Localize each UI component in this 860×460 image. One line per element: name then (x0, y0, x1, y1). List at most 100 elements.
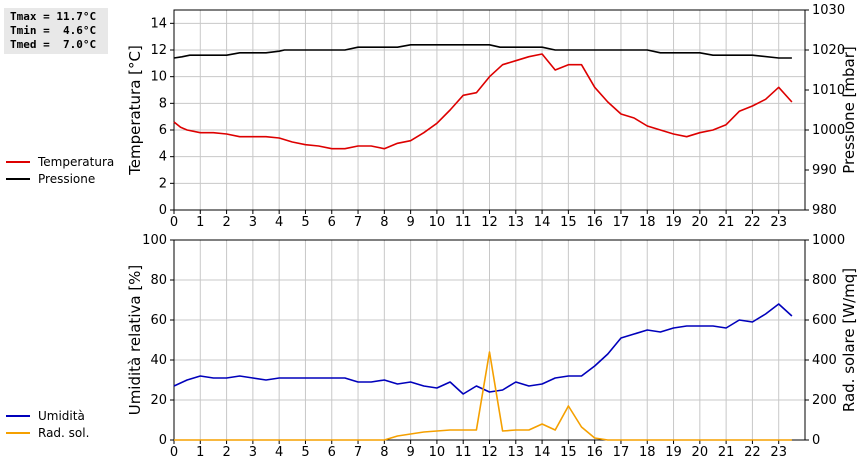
top-ytick-label-right: 1020 (812, 43, 845, 58)
top-ytick-label-right: 990 (812, 163, 837, 178)
top-xtick-label: 0 (170, 215, 178, 230)
bottom-xtick-label: 10 (429, 445, 446, 460)
top-ytick-label-left: 0 (159, 203, 167, 218)
top-xtick-label: 11 (455, 215, 472, 230)
top-xtick-label: 8 (380, 215, 388, 230)
top-ytick-label-right: 1000 (812, 123, 845, 138)
bottom-xtick-label: 0 (170, 445, 178, 460)
legend-swatch-radiazione (6, 431, 30, 434)
top-ytick-label-left: 12 (150, 43, 167, 58)
legend-label-temperatura: Temperatura (38, 154, 115, 169)
bottom-xtick-label: 8 (380, 445, 388, 460)
bottom-ytick-label-right: 1000 (812, 233, 845, 248)
top-xtick-label: 5 (301, 215, 309, 230)
stat-tmin: Tmin = 4.6°C (10, 24, 97, 37)
bottom-ytick-label-left: 80 (150, 273, 167, 288)
legend-swatch-pressione (6, 177, 30, 180)
bottom-xtick-label: 22 (744, 445, 761, 460)
bottom-xtick-label: 15 (560, 445, 577, 460)
legend-label-radiazione: Rad. sol. (38, 425, 90, 440)
top-xtick-label: 23 (770, 215, 787, 230)
top-xtick-label: 22 (744, 215, 761, 230)
bottom-plot-frame (173, 239, 806, 441)
top-ytick-label-right: 1010 (812, 83, 845, 98)
bottom-xtick-label: 2 (222, 445, 230, 460)
top-xtick-label: 15 (560, 215, 577, 230)
top-chart-legend: Temperatura Pressione (6, 153, 114, 187)
legend-swatch-temperatura (6, 160, 30, 163)
bottom-xtick-label: 23 (770, 445, 787, 460)
bottom-xtick-label: 7 (354, 445, 362, 460)
top-xtick-label: 6 (328, 215, 336, 230)
bottom-ytick-label-right: 400 (812, 353, 837, 368)
bottom-xtick-label: 20 (692, 445, 709, 460)
bottom-ylabel-right: Rad. solare [W/mq] (840, 268, 858, 412)
bottom-ytick-label-left: 100 (142, 233, 167, 248)
bottom-xtick-label: 18 (639, 445, 656, 460)
top-ylabel-right: Pressione [mbar] (840, 46, 858, 174)
top-xtick-label: 20 (692, 215, 709, 230)
bottom-xtick-label: 13 (508, 445, 525, 460)
top-ytick-label-right: 1030 (812, 3, 845, 18)
top-xtick-label: 21 (718, 215, 735, 230)
bottom-ytick-label-right: 600 (812, 313, 837, 328)
bottom-xtick-label: 6 (328, 445, 336, 460)
bottom-ytick-label-right: 200 (812, 393, 837, 408)
top-xtick-label: 7 (354, 215, 362, 230)
legend-item-radiazione: Rad. sol. (6, 424, 89, 441)
bottom-ytick-label-right: 0 (812, 433, 820, 448)
top-xtick-label: 2 (222, 215, 230, 230)
top-ytick-label-left: 2 (159, 176, 167, 191)
bottom-ytick-label-left: 0 (159, 433, 167, 448)
stat-tmax: Tmax = 11.7°C (10, 10, 97, 23)
top-xtick-label: 19 (665, 215, 682, 230)
legend-item-temperatura: Temperatura (6, 153, 114, 170)
bottom-ytick-label-left: 20 (150, 393, 167, 408)
top-xtick-label: 4 (275, 215, 283, 230)
legend-label-umidita: Umidità (38, 408, 85, 423)
bottom-xtick-label: 9 (406, 445, 414, 460)
bottom-ytick-label-left: 40 (150, 353, 167, 368)
legend-item-umidita: Umidità (6, 407, 89, 424)
legend-label-pressione: Pressione (38, 171, 96, 186)
top-ytick-label-left: 6 (159, 123, 167, 138)
bottom-ytick-label-left: 60 (150, 313, 167, 328)
top-xtick-label: 12 (481, 215, 498, 230)
top-ytick-label-left: 10 (150, 70, 167, 85)
temperature-stats-box: Tmax = 11.7°C Tmin = 4.6°C Tmed = 7.0°C (4, 8, 108, 54)
top-xtick-label: 13 (508, 215, 525, 230)
bottom-xtick-label: 1 (196, 445, 204, 460)
bottom-xtick-label: 21 (718, 445, 735, 460)
bottom-xtick-label: 19 (665, 445, 682, 460)
bottom-xtick-label: 14 (534, 445, 551, 460)
bottom-xtick-label: 12 (481, 445, 498, 460)
top-xtick-label: 16 (586, 215, 603, 230)
top-plot-frame (173, 9, 806, 211)
top-xtick-label: 10 (429, 215, 446, 230)
top-ytick-label-right: 980 (812, 203, 837, 218)
top-ytick-label-left: 14 (150, 16, 167, 31)
series-line-pressione (173, 43, 792, 59)
top-ytick-label-left: 8 (159, 96, 167, 111)
series-line-temperatura (173, 53, 793, 150)
bottom-xtick-label: 5 (301, 445, 309, 460)
top-ylabel-left: Temperatura [°C] (126, 45, 144, 176)
bottom-xtick-label: 3 (249, 445, 257, 460)
series-line-rad-sol (174, 351, 792, 441)
series-line-umidit (173, 303, 793, 395)
bottom-ytick-label-right: 800 (812, 273, 837, 288)
legend-item-pressione: Pressione (6, 170, 114, 187)
legend-swatch-umidita (6, 414, 30, 417)
bottom-chart-legend: Umidità Rad. sol. (6, 407, 89, 441)
bottom-ylabel-left: Umidità relativa [%] (126, 265, 144, 416)
top-xtick-label: 18 (639, 215, 656, 230)
top-ytick-label-left: 4 (159, 150, 167, 165)
top-xtick-label: 3 (249, 215, 257, 230)
bottom-xtick-label: 16 (586, 445, 603, 460)
bottom-xtick-label: 11 (455, 445, 472, 460)
bottom-xtick-label: 17 (613, 445, 630, 460)
top-xtick-label: 1 (196, 215, 204, 230)
